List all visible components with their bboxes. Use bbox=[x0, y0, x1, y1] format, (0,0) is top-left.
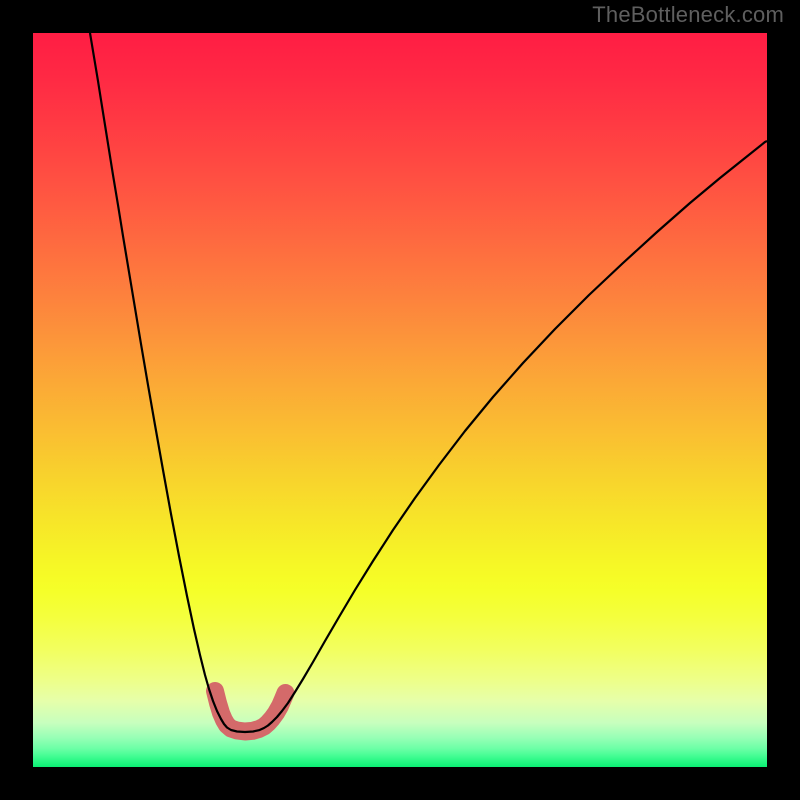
watermark-text: TheBottleneck.com bbox=[592, 2, 784, 28]
bottleneck-curve bbox=[90, 33, 767, 732]
plot-area bbox=[33, 33, 767, 767]
curve-layer bbox=[33, 33, 767, 767]
chart-root: TheBottleneck.com bbox=[0, 0, 800, 800]
